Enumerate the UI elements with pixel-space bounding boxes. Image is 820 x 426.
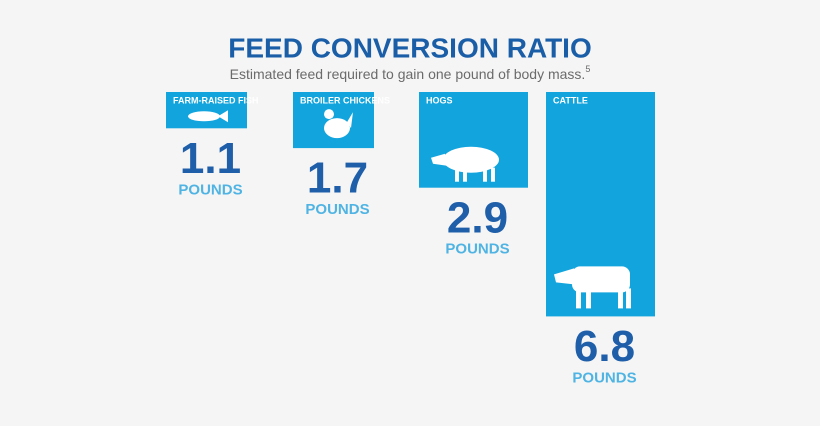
category-label: BROILER CHICKENS [300, 95, 390, 105]
bar [419, 92, 528, 188]
hog-icon [463, 167, 467, 182]
footnote-marker: 5 [585, 64, 590, 74]
value-label: 1.7 [307, 154, 368, 203]
hog-icon [431, 153, 447, 166]
hog-icon [455, 167, 459, 182]
unit-label: POUNDS [445, 241, 509, 258]
chicken-icon [324, 118, 350, 139]
hog-icon [443, 146, 499, 173]
hog-icon [483, 167, 487, 182]
bar [166, 92, 247, 129]
chart-title: FEED CONVERSION RATIO [228, 32, 592, 63]
hog-icon [491, 167, 495, 182]
category-label: CATTLE [553, 95, 588, 105]
chicken-icon [347, 112, 353, 129]
cow-icon [572, 266, 630, 293]
value-label: 1.1 [180, 134, 241, 183]
subtitle-text: Estimated feed required to gain one poun… [230, 66, 586, 82]
unit-label: POUNDS [178, 181, 242, 198]
category-label: HOGS [426, 95, 453, 105]
value-label: 6.8 [574, 322, 635, 371]
cow-icon [576, 288, 581, 309]
cow-icon [626, 288, 631, 309]
cow-icon [586, 288, 591, 309]
fish-icon [218, 110, 228, 123]
chart-subtitle: Estimated feed required to gain one poun… [230, 64, 591, 81]
value-label: 2.9 [447, 193, 508, 242]
chicken-icon [324, 109, 334, 120]
unit-label: POUNDS [572, 369, 636, 386]
fish-icon [188, 111, 220, 122]
unit-label: POUNDS [305, 201, 369, 218]
cow-icon [554, 268, 574, 285]
category-label: FARM-RAISED FISH [173, 95, 259, 105]
cow-icon [618, 288, 623, 309]
